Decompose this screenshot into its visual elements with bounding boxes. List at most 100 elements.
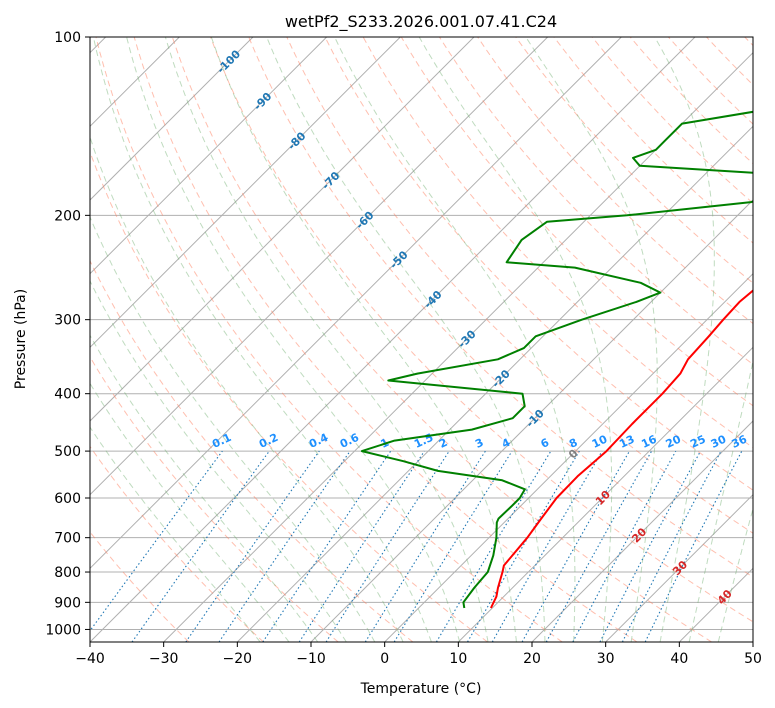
mixing-ratio-label: 10 (590, 432, 610, 450)
moist-adiabat (164, 37, 489, 642)
mixing-ratio-line (599, 450, 701, 642)
dry-adiabat (210, 37, 753, 623)
mixing-ratio-lines (90, 450, 743, 642)
mixing-ratio-line (131, 450, 270, 642)
x-tick-label: 40 (670, 651, 688, 667)
x-axis-ticks: −40 −30 −20 −10 0 10 20 30 40 50 (75, 642, 762, 667)
y-tick-label: 900 (54, 595, 81, 611)
dry-adiabat (591, 37, 753, 204)
isotherm-line (90, 37, 401, 349)
x-tick-label: −20 (223, 651, 253, 667)
isotherm-line (384, 272, 753, 642)
moist-adiabat (654, 37, 715, 642)
y-tick-label: 500 (54, 444, 81, 460)
dry-adiabat (95, 37, 563, 642)
moist-adiabat (90, 334, 319, 642)
dry-adiabat (90, 150, 488, 642)
x-tick-label: 20 (523, 651, 541, 667)
x-tick-label: 10 (449, 651, 467, 667)
mixing-ratio-label: 20 (664, 432, 684, 450)
mixing-ratio-label: 13 (617, 433, 636, 451)
isotherm-line (678, 567, 753, 642)
isotherm-label: -100 (215, 47, 244, 76)
moist-adiabat (717, 506, 753, 642)
y-axis-ticks: 100 200 300 400 500 600 700 800 900 1000 (45, 30, 90, 638)
mixing-ratio-line (185, 450, 320, 642)
y-tick-label: 400 (54, 387, 81, 403)
moist-adiabat (90, 135, 404, 642)
isotherm-line (90, 37, 622, 570)
dry-adiabat (90, 445, 264, 642)
dry-adiabat (706, 37, 753, 86)
moist-adiabat (266, 37, 546, 642)
isotherm-line (752, 641, 753, 642)
y-tick-label: 100 (54, 30, 81, 46)
dewpoint-profile (360, 110, 753, 609)
isotherm-line (236, 125, 753, 642)
sounding-profiles (360, 110, 753, 609)
plot-area: 0.1 0.2 0.4 0.6 1 1.5 2 3 4 6 8 10 13 16 20 25 30 36-100-… (90, 37, 753, 642)
y-tick-label: 800 (54, 565, 81, 581)
dry-adiabat (90, 355, 339, 642)
x-axis-label: Temperature (°C) (360, 681, 482, 697)
mixing-ratio-label: 3 (473, 436, 485, 451)
moist-adiabats (90, 37, 753, 642)
dry-adiabat (133, 37, 638, 642)
mixing-ratio-line (262, 450, 392, 642)
dry-adiabat (90, 259, 414, 642)
mixing-ratio-line (491, 450, 603, 642)
x-tick-label: −10 (296, 651, 326, 667)
y-tick-label: 700 (54, 531, 81, 547)
y-axis-label: Pressure (hPa) (13, 289, 29, 389)
mixing-ratio-line (90, 450, 223, 632)
x-tick-label: 0 (380, 651, 389, 667)
pressure-grid (90, 37, 753, 630)
plot-frame (89, 36, 754, 643)
mixing-ratio-label: 0.1 (210, 431, 233, 451)
dry-adiabat (324, 37, 753, 491)
y-tick-label: 200 (54, 208, 81, 224)
isotherm-line (90, 37, 549, 496)
moist-adiabat (334, 37, 576, 642)
temperature-profile (489, 289, 753, 609)
moist-adiabat (688, 358, 753, 642)
dry-adiabat (668, 37, 753, 125)
isotherm-label: -90 (251, 90, 274, 113)
y-tick-label: 1000 (45, 622, 81, 638)
isopleth-labels: 0.1 0.2 0.4 0.6 1 1.5 2 3 4 6 8 10 13 16 20 25 30 36-100-… (210, 47, 749, 607)
isotherm-line (90, 37, 328, 275)
mixing-ratio-line (521, 450, 630, 642)
moist-adiabat (92, 37, 432, 642)
dry-adiabat (477, 37, 753, 325)
chart-title: wetPf2_S233.2026.001.07.41.C24 (285, 12, 557, 32)
isotherm-line (605, 493, 753, 642)
dry-adiabat (400, 37, 753, 407)
y-tick-label: 300 (54, 313, 81, 329)
mixing-ratio-label: 0.2 (257, 431, 280, 451)
moist-adiabat (90, 382, 290, 642)
mixing-ratio-line (298, 450, 425, 642)
mixing-ratio-line (545, 450, 653, 642)
isotherm-line (90, 37, 254, 201)
moist-adiabat (525, 37, 658, 642)
isotherm-line (457, 346, 753, 642)
mixing-ratio-label: 4 (500, 436, 513, 451)
mixing-ratio-line (393, 450, 513, 642)
dry-adiabat (515, 37, 753, 284)
isotherm-lines (90, 37, 753, 642)
x-tick-label: 50 (744, 651, 762, 667)
isotherm-line (90, 37, 696, 642)
mixing-ratio-line (467, 450, 580, 642)
dry-adiabat (362, 37, 753, 449)
mixing-ratio-line (572, 450, 677, 642)
mixing-ratio-label: 0.4 (307, 431, 330, 451)
isotherm-line (531, 420, 753, 642)
mixing-ratio-line (218, 450, 351, 642)
x-tick-label: −40 (75, 651, 105, 667)
mixing-ratio-label: 30 (709, 432, 729, 450)
y-tick-label: 600 (54, 491, 81, 507)
moist-adiabat (418, 37, 613, 642)
dry-adiabats (90, 37, 753, 642)
moist-adiabat (126, 37, 461, 642)
